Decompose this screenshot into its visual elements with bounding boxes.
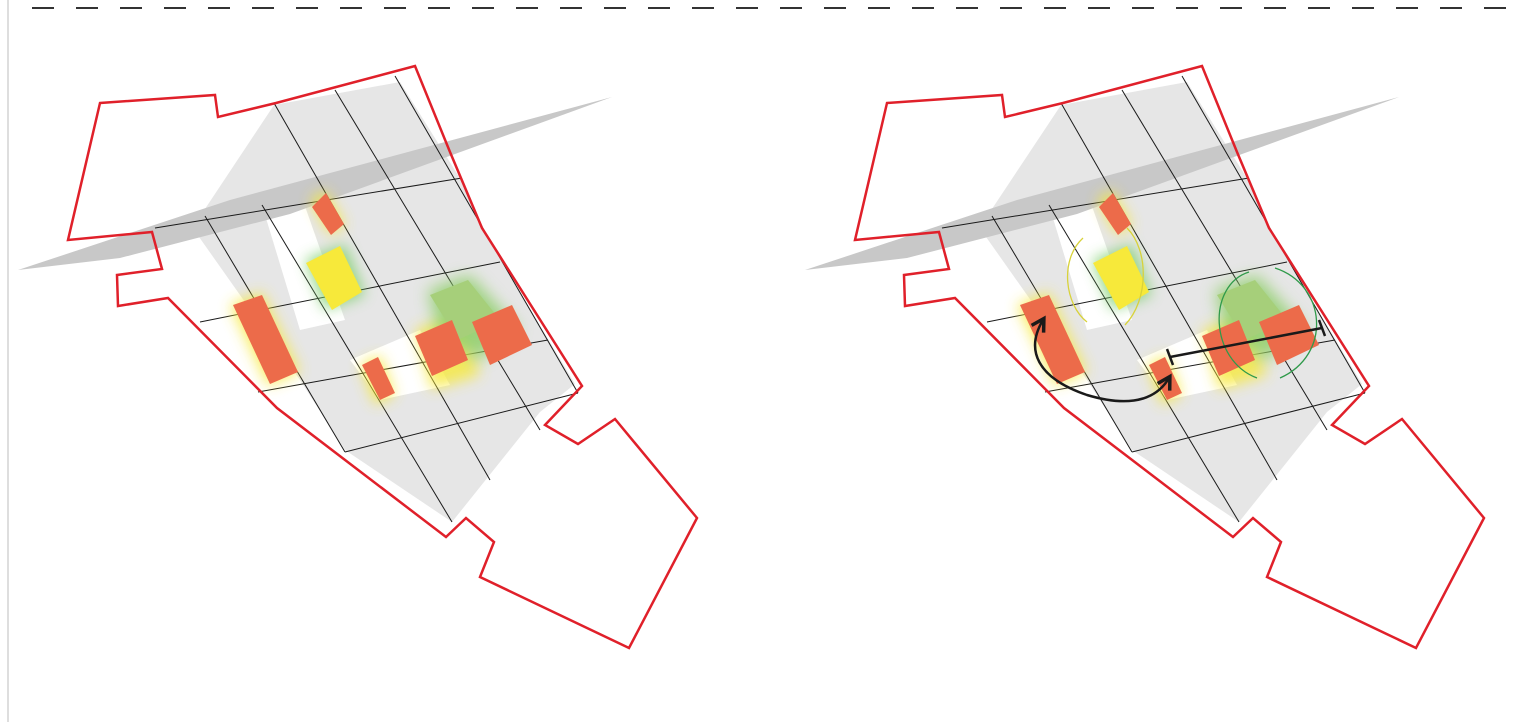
site-plan-before xyxy=(18,66,697,648)
site-plan-after xyxy=(805,66,1484,648)
